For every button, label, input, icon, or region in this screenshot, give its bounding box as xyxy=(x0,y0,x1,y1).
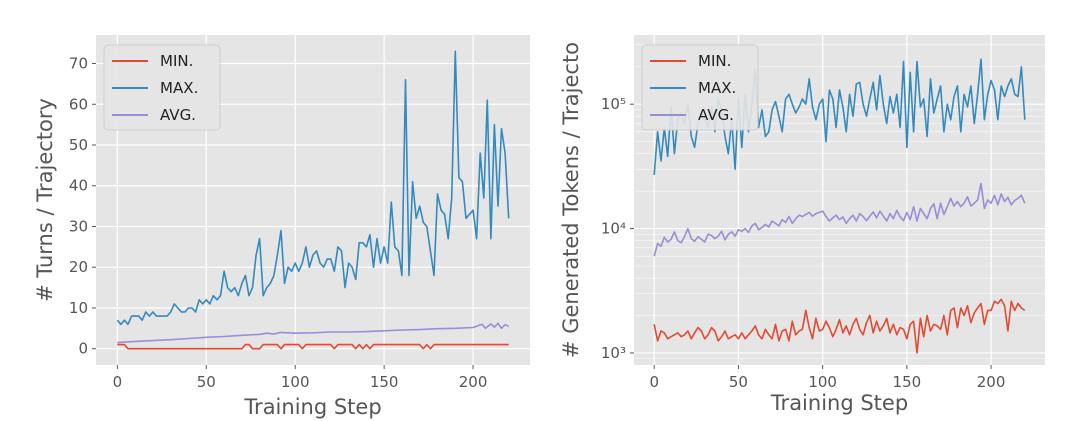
x-tick-label: 150 xyxy=(370,373,399,391)
x-tick-label: 50 xyxy=(197,373,216,391)
x-tick-label: 0 xyxy=(649,373,659,391)
series-line-max xyxy=(116,50,510,326)
y-tick-label: 60 xyxy=(69,95,88,113)
x-tick-label: 50 xyxy=(729,373,748,391)
x-tick-label: 0 xyxy=(113,373,123,391)
y-tick-label: 50 xyxy=(69,136,88,154)
chart-2: 0 50 100 150 200 10³ 10⁴ 10⁵ Training Step # Gene… xyxy=(559,35,1045,415)
series-line-avg xyxy=(117,322,510,344)
y-axis-label: # Turns / Trajectory xyxy=(33,98,57,302)
y-tick-label: 10⁴ xyxy=(601,220,626,238)
x-tick-label: 200 xyxy=(977,373,1006,391)
x-tick-label: 100 xyxy=(808,373,837,391)
y-tick-label: 20 xyxy=(69,258,88,276)
y-tick-label: 70 xyxy=(69,55,88,73)
y-tick-label: 10 xyxy=(69,299,88,317)
legend-label: AVG. xyxy=(160,106,196,124)
series-line-min xyxy=(653,298,1026,354)
series-line-min xyxy=(117,343,509,350)
y-tick-label: 30 xyxy=(69,217,88,235)
legend-label: MIN. xyxy=(160,52,193,70)
y-tick-label: 10⁵ xyxy=(601,95,626,113)
y-axis-label: # Generated Tokens / Trajecto xyxy=(559,42,583,358)
y-tick-label: 40 xyxy=(69,177,88,195)
x-axis-label: Training Step xyxy=(243,395,381,419)
legend: MIN. MAX. AVG. xyxy=(641,44,759,131)
legend: MIN. MAX. AVG. xyxy=(103,44,221,131)
legend-label: MIN. xyxy=(698,52,731,70)
x-tick-label: 100 xyxy=(281,373,310,391)
x-axis-label: Training Step xyxy=(770,391,908,415)
legend-label: MAX. xyxy=(698,79,736,97)
legend-label: AVG. xyxy=(698,106,734,124)
legend-label: MAX. xyxy=(160,79,198,97)
series-line-avg xyxy=(653,182,1026,257)
legend-box xyxy=(103,44,221,131)
x-tick-label: 200 xyxy=(459,373,488,391)
legend-box xyxy=(641,44,759,131)
chart-1: 0 50 100 150 200 0 10 20 30 40 50 60 70 Training Step… xyxy=(33,35,530,419)
y-tick-label: 0 xyxy=(78,340,88,358)
x-tick-label: 150 xyxy=(893,373,922,391)
y-tick-label: 10³ xyxy=(601,344,626,362)
